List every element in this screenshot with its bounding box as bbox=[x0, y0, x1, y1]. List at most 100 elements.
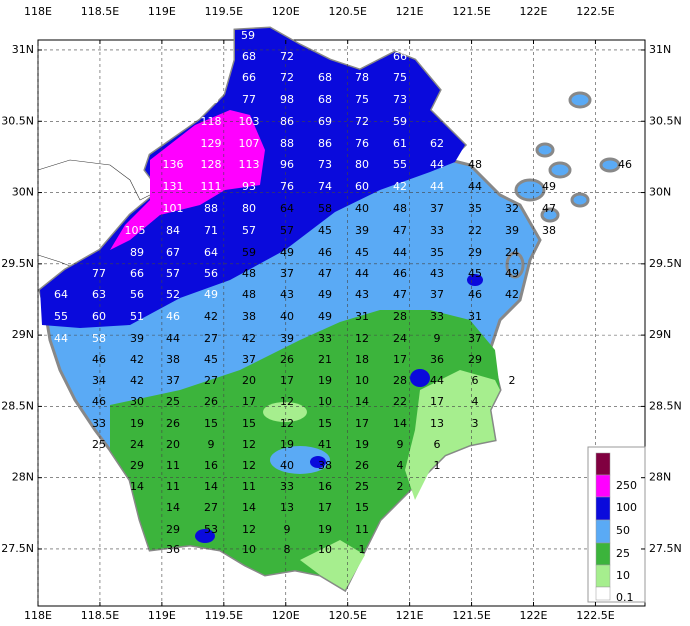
station-value: 14 bbox=[355, 395, 369, 408]
station-value: 27 bbox=[204, 332, 218, 345]
lat-label: 30N bbox=[12, 186, 34, 199]
station-value: 8 bbox=[284, 543, 291, 556]
station-value: 9 bbox=[397, 438, 404, 451]
lat-label: 29.5N bbox=[1, 257, 34, 270]
station-value: 49 bbox=[318, 288, 332, 301]
area-10 bbox=[263, 402, 307, 422]
legend-swatch bbox=[595, 474, 611, 498]
station-value: 72 bbox=[280, 50, 294, 63]
lon-label: 119E bbox=[148, 609, 176, 622]
station-value: 25 bbox=[166, 395, 180, 408]
station-value: 86 bbox=[280, 115, 294, 128]
area-100 bbox=[467, 274, 483, 286]
station-value: 45 bbox=[468, 267, 482, 280]
station-value: 14 bbox=[393, 417, 407, 430]
lon-label: 118.5E bbox=[81, 5, 119, 18]
station-value: 9 bbox=[284, 523, 291, 536]
station-value: 15 bbox=[318, 417, 332, 430]
station-value: 27 bbox=[204, 374, 218, 387]
station-value: 46 bbox=[468, 288, 482, 301]
lat-label: 28.5N bbox=[1, 399, 34, 412]
station-value: 47 bbox=[318, 267, 332, 280]
station-value: 24 bbox=[130, 438, 144, 451]
legend-swatch bbox=[595, 586, 611, 601]
station-value: 53 bbox=[204, 523, 218, 536]
station-value: 111 bbox=[201, 180, 222, 193]
station-value: 15 bbox=[355, 501, 369, 514]
legend-swatch bbox=[595, 542, 611, 566]
legend-swatch bbox=[595, 564, 611, 588]
station-value: 60 bbox=[92, 310, 106, 323]
station-value: 48 bbox=[393, 202, 407, 215]
station-value: 17 bbox=[355, 417, 369, 430]
station-value: 29 bbox=[468, 353, 482, 366]
legend-label: 100 bbox=[616, 501, 637, 514]
station-value: 71 bbox=[204, 224, 218, 237]
lon-label: 120E bbox=[272, 5, 300, 18]
station-value: 19 bbox=[130, 417, 144, 430]
station-value: 72 bbox=[280, 71, 294, 84]
legend-swatch bbox=[595, 519, 611, 544]
station-value: 89 bbox=[130, 246, 144, 259]
station-value: 73 bbox=[318, 158, 332, 171]
legend-label: 25 bbox=[616, 547, 630, 560]
station-value: 19 bbox=[318, 374, 332, 387]
graticule bbox=[37, 40, 645, 606]
station-value: 33 bbox=[92, 417, 106, 430]
station-value: 37 bbox=[430, 288, 444, 301]
station-value: 12 bbox=[242, 438, 256, 451]
lon-label: 118.5E bbox=[81, 609, 119, 622]
station-value: 6 bbox=[472, 374, 479, 387]
station-value: 33 bbox=[318, 332, 332, 345]
station-value: 72 bbox=[355, 115, 369, 128]
legend-swatch bbox=[595, 452, 611, 476]
station-value: 39 bbox=[355, 224, 369, 237]
station-value: 6 bbox=[434, 438, 441, 451]
station-value: 3 bbox=[472, 417, 479, 430]
station-value: 40 bbox=[280, 310, 294, 323]
island bbox=[535, 142, 555, 158]
station-value: 26 bbox=[280, 353, 294, 366]
station-value: 68 bbox=[242, 50, 256, 63]
station-value: 75 bbox=[355, 93, 369, 106]
station-value: 46 bbox=[92, 353, 106, 366]
station-value: 40 bbox=[280, 459, 294, 472]
station-value: 28 bbox=[393, 310, 407, 323]
station-value: 76 bbox=[280, 180, 294, 193]
island bbox=[568, 91, 592, 109]
lat-label: 27.5N bbox=[1, 542, 34, 555]
island bbox=[570, 192, 590, 208]
station-value: 68 bbox=[318, 71, 332, 84]
station-value: 105 bbox=[125, 224, 146, 237]
station-value: 38 bbox=[318, 459, 332, 472]
station-value: 37 bbox=[242, 353, 256, 366]
station-value: 58 bbox=[318, 202, 332, 215]
area-100 bbox=[410, 369, 430, 387]
station-value: 56 bbox=[204, 267, 218, 280]
station-value: 14 bbox=[166, 501, 180, 514]
station-value: 28 bbox=[393, 374, 407, 387]
station-value: 11 bbox=[166, 480, 180, 493]
lon-label: 121E bbox=[396, 5, 424, 18]
station-value: 69 bbox=[318, 115, 332, 128]
station-value: 86 bbox=[318, 137, 332, 150]
lat-label: 28N bbox=[12, 471, 34, 484]
station-value: 35 bbox=[468, 202, 482, 215]
station-value: 11 bbox=[355, 523, 369, 536]
station-value: 46 bbox=[318, 246, 332, 259]
station-value: 44 bbox=[393, 246, 407, 259]
lon-label: 120.5E bbox=[328, 5, 366, 18]
lon-label: 119.5E bbox=[205, 609, 243, 622]
station-value: 60 bbox=[355, 180, 369, 193]
station-value: 80 bbox=[242, 202, 256, 215]
lon-label: 122E bbox=[520, 5, 548, 18]
station-value: 59 bbox=[241, 29, 255, 42]
station-value: 49 bbox=[280, 246, 294, 259]
station-value: 47 bbox=[393, 288, 407, 301]
station-value: 17 bbox=[280, 374, 294, 387]
station-value: 1 bbox=[434, 459, 441, 472]
station-value: 77 bbox=[92, 267, 106, 280]
station-value: 46 bbox=[393, 267, 407, 280]
station-value: 131 bbox=[163, 180, 184, 193]
station-value: 39 bbox=[130, 332, 144, 345]
